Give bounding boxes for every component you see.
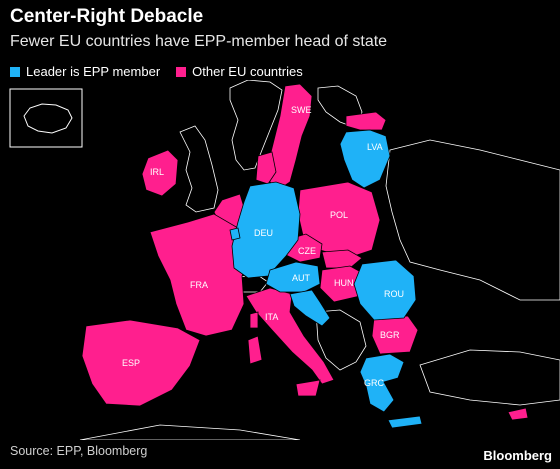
label-ita: ITA: [265, 312, 278, 322]
europe-map: SWE LVA IRL POL DEU CZE FRA AUT HUN ROU …: [9, 80, 560, 440]
austria-shape: [265, 261, 321, 293]
ireland-shape: [141, 149, 179, 197]
label-rou: ROU: [384, 289, 404, 299]
bulgaria-shape: [371, 315, 419, 355]
label-swe: SWE: [291, 105, 312, 115]
corsica-shape: [249, 311, 259, 329]
sardinia-shape: [247, 335, 263, 365]
legend: Leader is EPP member Other EU countries: [10, 64, 319, 79]
legend-swatch-epp: [10, 66, 20, 77]
uk-outline: [179, 125, 219, 213]
label-aut: AUT: [292, 273, 311, 283]
balkans-outline: [315, 309, 367, 371]
country-labels: SWE LVA IRL POL DEU CZE FRA AUT HUN ROU …: [122, 105, 404, 388]
epp-countries: [229, 129, 423, 429]
label-esp: ESP: [122, 358, 140, 368]
chart-title: Center-Right Debacle: [10, 6, 204, 27]
france-shape: [149, 213, 253, 337]
poland-shape: [297, 181, 381, 259]
latvia-lithuania-shape: [339, 129, 391, 189]
label-hun: HUN: [334, 278, 354, 288]
sweden-shape: [267, 83, 313, 191]
iceland-shape: [23, 103, 73, 134]
slovakia-shape: [321, 249, 363, 269]
romania-shape: [353, 259, 417, 321]
legend-swatch-other: [176, 66, 187, 77]
label-bgr: BGR: [380, 330, 400, 340]
label-cze: CZE: [298, 246, 316, 256]
other-eu-countries: [81, 83, 529, 421]
luxembourg-shape: [229, 227, 241, 241]
legend-item-epp: Leader is EPP member: [10, 64, 160, 79]
cyprus-shape: [507, 407, 529, 421]
iceland-inset-frame: [9, 88, 83, 148]
label-deu: DEU: [254, 228, 273, 238]
croatia-slovenia-shape: [289, 289, 331, 327]
legend-label-epp: Leader is EPP member: [26, 64, 161, 79]
greece-shape: [359, 353, 405, 413]
label-lva: LVA: [367, 142, 383, 152]
legend-label-other: Other EU countries: [192, 64, 303, 79]
bloomberg-logo: Bloomberg: [483, 448, 552, 463]
label-irl: IRL: [150, 167, 164, 177]
denmark-shape: [255, 151, 277, 185]
africa-outline: [79, 424, 301, 440]
eastern-outline: [385, 139, 560, 301]
label-pol: POL: [330, 210, 348, 220]
spain-portugal-shape: [81, 319, 201, 407]
label-fra: FRA: [190, 280, 208, 290]
label-grc: GRC: [364, 378, 385, 388]
non-eu-outlines: [79, 80, 560, 440]
sicily-shape: [295, 379, 321, 397]
estonia-shape: [345, 111, 387, 131]
turkey-outline: [419, 349, 560, 406]
crete-shape: [387, 415, 423, 429]
source-note: Source: EPP, Bloomberg: [10, 444, 148, 458]
legend-item-other: Other EU countries: [176, 64, 303, 79]
chart-subtitle: Fewer EU countries have EPP-member head …: [10, 33, 388, 50]
